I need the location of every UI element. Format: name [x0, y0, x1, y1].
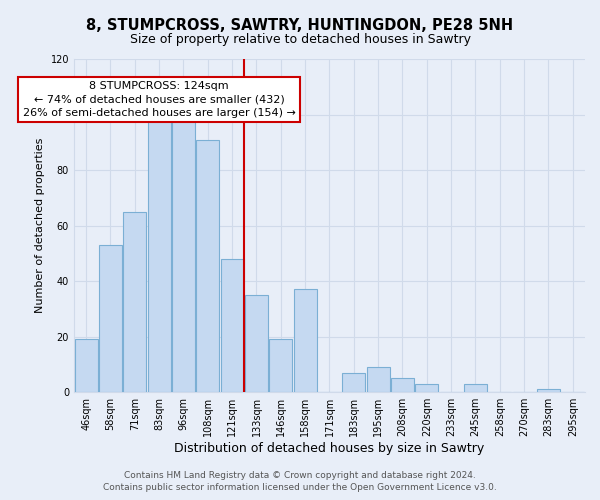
X-axis label: Distribution of detached houses by size in Sawtry: Distribution of detached houses by size … — [175, 442, 485, 455]
Bar — [342, 373, 365, 392]
Bar — [367, 367, 390, 392]
Bar — [221, 259, 244, 392]
Bar — [415, 384, 439, 392]
Text: Size of property relative to detached houses in Sawtry: Size of property relative to detached ho… — [130, 32, 470, 46]
Bar — [74, 340, 98, 392]
Text: 8, STUMPCROSS, SAWTRY, HUNTINGDON, PE28 5NH: 8, STUMPCROSS, SAWTRY, HUNTINGDON, PE28 … — [86, 18, 514, 32]
Bar — [196, 140, 220, 392]
Bar — [537, 390, 560, 392]
Bar — [269, 340, 292, 392]
Text: 8 STUMPCROSS: 124sqm
← 74% of detached houses are smaller (432)
26% of semi-deta: 8 STUMPCROSS: 124sqm ← 74% of detached h… — [23, 81, 296, 118]
Bar — [245, 295, 268, 392]
Bar — [172, 120, 195, 392]
Bar — [293, 290, 317, 392]
Bar — [464, 384, 487, 392]
Y-axis label: Number of detached properties: Number of detached properties — [35, 138, 45, 314]
Bar — [391, 378, 414, 392]
Bar — [99, 245, 122, 392]
Bar — [148, 112, 170, 392]
Bar — [123, 212, 146, 392]
Text: Contains HM Land Registry data © Crown copyright and database right 2024.
Contai: Contains HM Land Registry data © Crown c… — [103, 471, 497, 492]
